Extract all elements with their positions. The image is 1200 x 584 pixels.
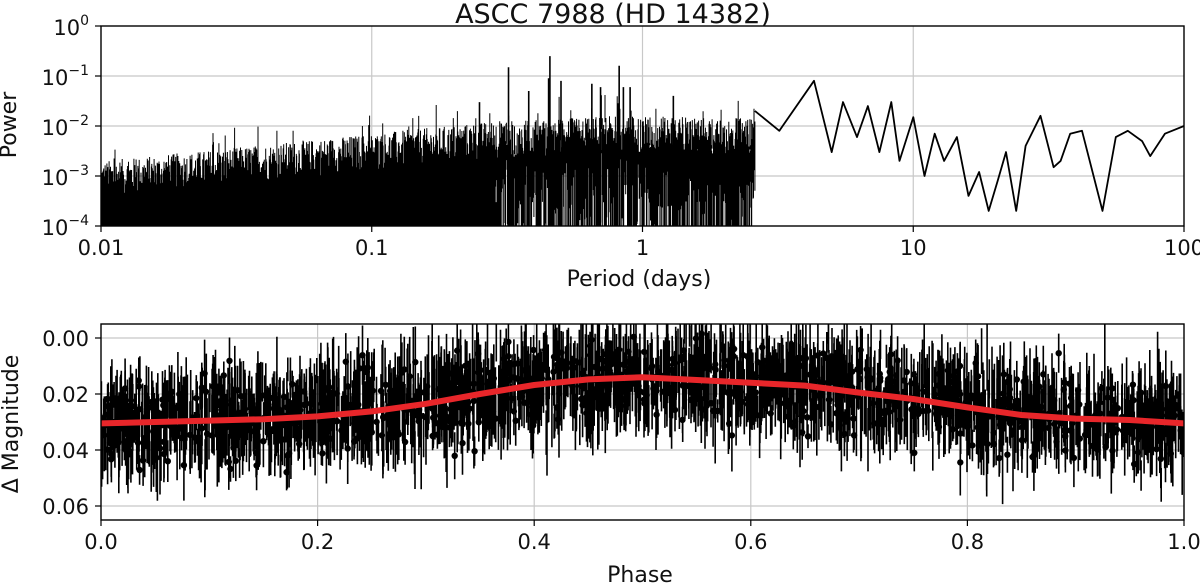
x-tick-label: 0.4 (517, 530, 550, 554)
phase-series (101, 324, 1184, 505)
chart-title: ASCC 7988 (HD 14382) (455, 0, 771, 30)
y-tick-label: 0.00 (42, 327, 89, 351)
periodogram-noise (101, 95, 756, 226)
phase-frame (100, 323, 1185, 521)
phase-ticks: 0.0 0.2 0.4 0.6 0.8 1.0 0.00 0.02 0.04 0.06 (42, 327, 1200, 554)
x-tick-label: 0.8 (951, 530, 984, 554)
y-tick-label: 100 (53, 13, 89, 40)
y-tick-label: 10−2 (42, 113, 89, 140)
periodogram-long-period-line (754, 79, 1184, 212)
y-tick-label: 0.06 (42, 495, 89, 519)
y-axis-label-power: Power (0, 91, 22, 158)
y-tick-label: 0.02 (42, 383, 89, 407)
periodogram-panel: 0.01 0.1 1 10 100 100 10−1 10−2 10−3 10−4 ASCC 79… (0, 0, 1200, 292)
y-tick-label: 10−3 (42, 163, 89, 190)
y-axis-label-magnitude: Δ Magnitude (0, 355, 24, 494)
x-tick-label: 100 (1164, 236, 1200, 260)
x-tick-label: 0.6 (734, 530, 767, 554)
x-tick-label: 0.01 (78, 236, 125, 260)
x-tick-label: 1.0 (1167, 530, 1200, 554)
phase-panel: 0.0 0.2 0.4 0.6 0.8 1.0 0.00 0.02 0.04 0.06 Phase… (0, 323, 1200, 584)
x-tick-label: 1 (636, 236, 649, 260)
periodogram-ticks: 0.01 0.1 1 10 100 100 10−1 10−2 10−3 10−4 (42, 13, 1200, 260)
x-axis-label-period: Period (days) (567, 267, 712, 292)
phase-points (101, 330, 1184, 476)
x-tick-label: 0.0 (84, 530, 117, 554)
binned-mean-curve (101, 374, 1184, 427)
periodogram-series (101, 56, 1184, 226)
x-tick-label: 0.1 (355, 236, 388, 260)
x-tick-label: 0.2 (301, 530, 334, 554)
x-tick-label: 10 (900, 236, 927, 260)
y-tick-label: 0.04 (42, 439, 89, 463)
x-axis-label-phase: Phase (607, 563, 673, 584)
y-tick-label: 10−4 (42, 213, 89, 240)
y-tick-label: 10−1 (42, 63, 89, 90)
